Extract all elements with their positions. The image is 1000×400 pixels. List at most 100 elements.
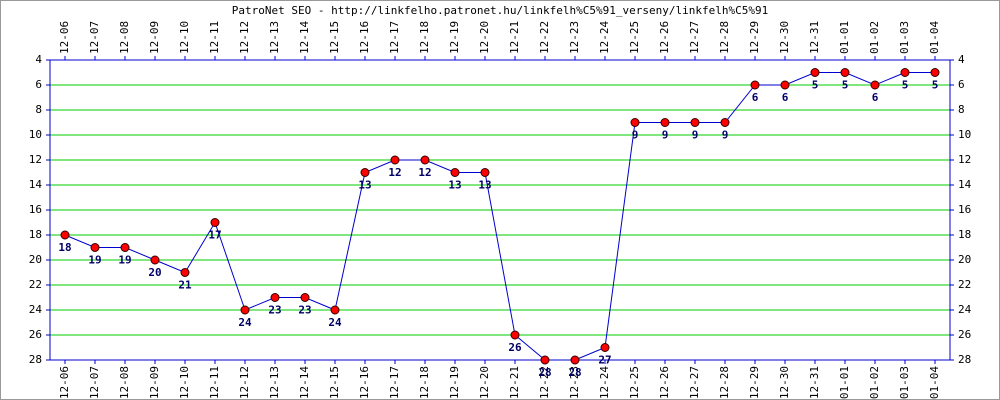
point bbox=[750, 80, 760, 90]
y-tick-label: 8 bbox=[35, 103, 42, 116]
x-tick-label-top: 12-08 bbox=[118, 21, 131, 54]
x-tick-label-top: 12-06 bbox=[58, 21, 71, 54]
value-label: 27 bbox=[598, 354, 611, 367]
x-tick-label: 12-23 bbox=[568, 366, 581, 399]
x-tick-label-top: 12-14 bbox=[298, 21, 311, 54]
x-tick-label: 12-15 bbox=[328, 366, 341, 399]
chart-title: PatroNet SEO - http://linkfelho.patronet… bbox=[232, 4, 768, 17]
x-tick-label-top: 12-10 bbox=[178, 21, 191, 54]
x-tick-label: 12-19 bbox=[448, 366, 461, 399]
point bbox=[60, 230, 70, 240]
value-label: 5 bbox=[812, 79, 819, 92]
x-tick-label-top: 12-27 bbox=[688, 21, 701, 54]
x-tick-label-top: 12-24 bbox=[598, 21, 611, 54]
point bbox=[180, 268, 190, 277]
value-label: 23 bbox=[298, 304, 311, 317]
value-label: 12 bbox=[388, 166, 401, 179]
y2-tick-label: 10 bbox=[958, 128, 971, 141]
x-tick-label-top: 12-22 bbox=[538, 21, 551, 54]
point bbox=[330, 305, 340, 315]
y-tick-label: 12 bbox=[29, 153, 42, 166]
value-label: 9 bbox=[722, 129, 729, 142]
value-label: 13 bbox=[478, 179, 491, 192]
point bbox=[360, 168, 370, 177]
value-label: 18 bbox=[58, 241, 71, 254]
y2-tick-label: 20 bbox=[958, 253, 971, 266]
series-line bbox=[64, 72, 935, 361]
value-label: 9 bbox=[632, 129, 639, 142]
x-tick-label-top: 12-21 bbox=[508, 21, 521, 54]
value-label: 24 bbox=[328, 316, 342, 329]
x-tick-label-top: 12-29 bbox=[748, 21, 761, 54]
value-label: 24 bbox=[238, 316, 252, 329]
value-label: 6 bbox=[872, 91, 879, 104]
x-tick-label: 12-21 bbox=[508, 366, 521, 399]
value-label: 5 bbox=[842, 79, 849, 92]
x-tick-label: 12-07 bbox=[88, 366, 101, 399]
x-tick-label-top: 01-01 bbox=[838, 21, 851, 54]
value-label: 13 bbox=[358, 179, 371, 192]
value-label: 9 bbox=[692, 129, 699, 142]
y2-tick-label: 18 bbox=[958, 228, 971, 241]
x-tick-label-top: 12-23 bbox=[568, 21, 581, 54]
value-label: 6 bbox=[752, 91, 759, 104]
y2-tick-label: 8 bbox=[958, 103, 965, 116]
point bbox=[90, 243, 100, 252]
point bbox=[660, 118, 670, 127]
point bbox=[420, 155, 430, 165]
y2-tick-label: 26 bbox=[958, 328, 971, 341]
y2-tick-label: 16 bbox=[958, 203, 971, 216]
x-tick-label-top: 12-19 bbox=[448, 21, 461, 54]
y2-tick-label: 12 bbox=[958, 153, 971, 166]
value-label: 23 bbox=[268, 304, 281, 317]
point bbox=[510, 330, 520, 340]
x-tick-label: 12-30 bbox=[778, 366, 791, 399]
x-tick-label-top: 12-15 bbox=[328, 21, 341, 54]
value-label: 13 bbox=[448, 179, 461, 192]
y-tick-label: 16 bbox=[29, 203, 42, 216]
x-tick-label: 12-27 bbox=[688, 366, 701, 399]
x-tick-label-top: 12-16 bbox=[358, 21, 371, 54]
x-tick-label: 12-06 bbox=[58, 366, 71, 399]
point bbox=[450, 168, 460, 177]
y-tick-label: 24 bbox=[29, 303, 43, 316]
y-tick-label: 18 bbox=[29, 228, 42, 241]
plot-border bbox=[49, 59, 951, 361]
x-tick-label-top: 12-18 bbox=[418, 21, 431, 54]
point bbox=[480, 168, 490, 177]
y2-tick-label: 24 bbox=[958, 303, 972, 316]
point bbox=[720, 118, 730, 127]
y2-tick-label: 22 bbox=[958, 278, 971, 291]
x-tick-label: 12-25 bbox=[628, 366, 641, 399]
x-tick-label: 12-16 bbox=[358, 366, 371, 399]
x-tick-label: 01-03 bbox=[898, 366, 911, 399]
point bbox=[840, 68, 850, 77]
x-tick-label-top: 12-31 bbox=[808, 21, 821, 54]
value-label: 12 bbox=[418, 166, 431, 179]
point bbox=[300, 293, 310, 302]
point bbox=[630, 118, 640, 127]
x-tick-label-top: 01-04 bbox=[928, 21, 941, 54]
x-tick-label: 12-28 bbox=[718, 366, 731, 399]
value-label: 28 bbox=[568, 366, 581, 379]
x-tick-label-top: 12-11 bbox=[208, 21, 221, 54]
x-tick-label: 12-10 bbox=[178, 366, 191, 399]
x-tick-label-top: 12-09 bbox=[148, 21, 161, 54]
x-tick-label: 12-11 bbox=[208, 366, 221, 399]
y-tick-label: 22 bbox=[29, 278, 42, 291]
y2-tick-label: 6 bbox=[958, 78, 965, 91]
y-tick-label: 20 bbox=[29, 253, 42, 266]
x-tick-label: 12-24 bbox=[598, 366, 611, 399]
point bbox=[270, 293, 280, 302]
x-tick-label-top: 12-17 bbox=[388, 21, 401, 54]
x-tick-label: 12-29 bbox=[748, 366, 761, 399]
point bbox=[600, 343, 610, 352]
x-tick-label-top: 12-12 bbox=[238, 21, 251, 54]
x-tick-label: 12-12 bbox=[238, 366, 251, 399]
y2-tick-label: 28 bbox=[958, 353, 971, 366]
point bbox=[870, 80, 880, 90]
value-label: 9 bbox=[662, 129, 669, 142]
x-tick-label-top: 12-13 bbox=[268, 21, 281, 54]
